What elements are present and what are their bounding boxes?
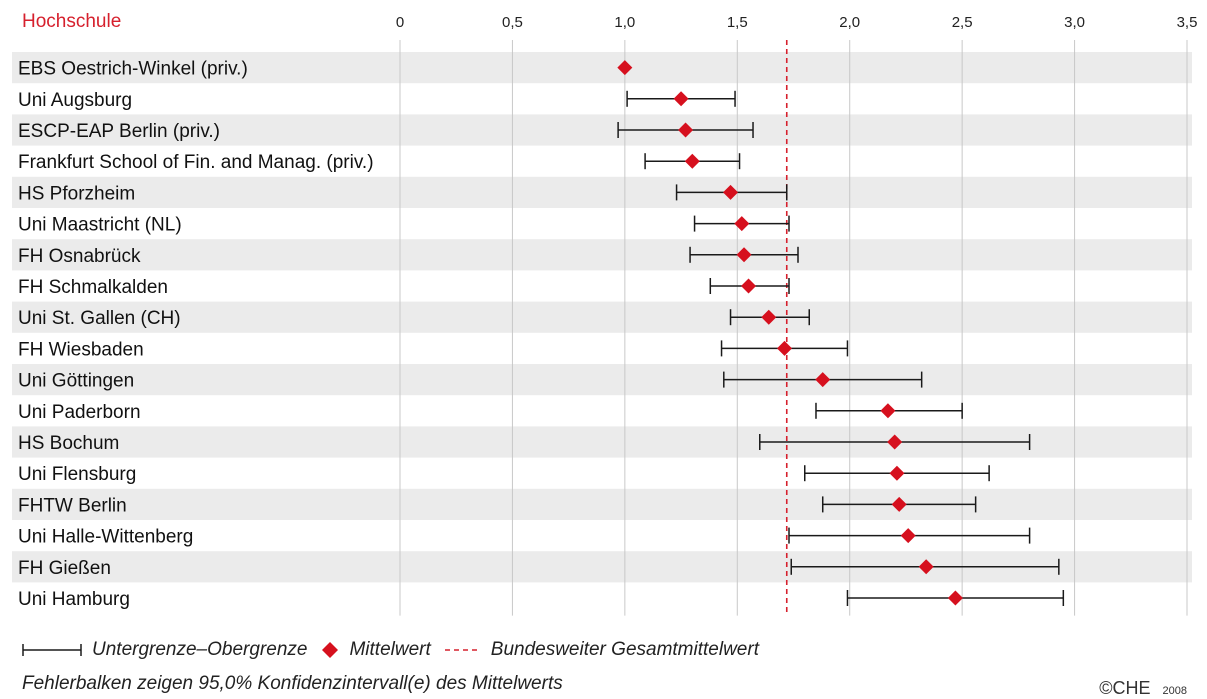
x-tick-label: 3,0 xyxy=(1064,14,1085,31)
mean-marker xyxy=(761,309,777,325)
copyright-year: 2008 xyxy=(1162,685,1187,697)
row-band xyxy=(12,52,1192,84)
column-header: Hochschule xyxy=(22,11,121,32)
row-band xyxy=(12,114,1192,146)
row-label: FH Osnabrück xyxy=(18,246,141,267)
mean-marker xyxy=(736,247,752,263)
x-axis-ticks: 0 0,5 1,0 1,5 2,0 2,5 3,0 3,5 xyxy=(396,14,1198,31)
row-label: Frankfurt School of Fin. and Manag. (pri… xyxy=(18,152,374,173)
mean-marker xyxy=(815,372,831,388)
legend-label-reference: Bundesweiter Gesamtmittelwert xyxy=(490,639,759,660)
row-label: FH Wiesbaden xyxy=(18,339,144,360)
x-tick-label: 0 xyxy=(396,14,404,31)
row-label: Uni Halle-Wittenberg xyxy=(18,527,193,548)
row-band xyxy=(12,176,1192,208)
row-label: ESCP-EAP Berlin (priv.) xyxy=(18,121,220,142)
mean-marker xyxy=(734,216,750,232)
mean-marker xyxy=(617,60,633,76)
mean-marker xyxy=(889,465,905,481)
mean-marker xyxy=(918,559,934,575)
row-band xyxy=(12,488,1192,520)
row-label: HS Bochum xyxy=(18,433,119,454)
row-label: FH Schmalkalden xyxy=(18,277,168,298)
mean-marker xyxy=(723,184,739,200)
mean-marker xyxy=(673,91,689,107)
x-tick-label: 1,5 xyxy=(727,14,748,31)
chart: 0 0,5 1,0 1,5 2,0 2,5 3,0 3,5 Hochschule EBS Oe… xyxy=(12,11,1198,616)
legend-item-mean: Mittelwert xyxy=(321,639,431,661)
row-band xyxy=(12,301,1192,333)
mean-marker xyxy=(947,590,963,606)
row-bands xyxy=(12,52,1192,583)
diamond-icon xyxy=(322,642,339,658)
row-label: Uni Paderborn xyxy=(18,402,141,423)
errorbar-icon xyxy=(22,644,82,656)
x-tick-label: 1,0 xyxy=(614,14,635,31)
row-label: FH Gießen xyxy=(18,558,111,579)
error-bars xyxy=(617,90,1065,606)
mean-marker xyxy=(900,528,916,544)
row-band xyxy=(12,364,1192,396)
footnote: Fehlerbalken zeigen 95,0% Konfidenzinter… xyxy=(22,673,563,694)
mean-marker xyxy=(880,403,896,419)
x-tick-label: 2,5 xyxy=(952,14,973,31)
legend: Untergrenze–Obergrenze Mittelwert Bundes… xyxy=(22,636,773,664)
row-band xyxy=(12,239,1192,271)
row-label: FHTW Berlin xyxy=(18,495,127,516)
row-label: Uni Göttingen xyxy=(18,371,134,392)
legend-item-range: Untergrenze–Obergrenze xyxy=(22,639,307,661)
legend-label-range: Untergrenze–Obergrenze xyxy=(92,639,308,660)
row-label: Uni St. Gallen (CH) xyxy=(18,308,181,329)
mean-marker xyxy=(887,434,903,450)
mean-marker xyxy=(684,153,700,169)
copyright: ©CHE 2008 xyxy=(1099,678,1187,699)
legend-label-mean: Mittelwert xyxy=(349,639,431,660)
gridlines xyxy=(399,40,1188,616)
row-label: Uni Flensburg xyxy=(18,464,136,485)
mean-marker xyxy=(741,278,757,294)
row-label: Uni Hamburg xyxy=(18,589,130,610)
row-label: HS Pforzheim xyxy=(18,183,135,204)
row-label: EBS Oestrich-Winkel (priv.) xyxy=(18,59,248,80)
mean-marker xyxy=(678,122,694,138)
copyright-brand: ©CHE xyxy=(1099,678,1151,698)
row-labels: EBS Oestrich-Winkel (priv.) Uni Augsburg E… xyxy=(18,59,374,610)
legend-item-reference: Bundesweiter Gesamtmittelwert xyxy=(444,639,759,661)
mean-marker xyxy=(777,340,793,356)
x-tick-label: 3,5 xyxy=(1177,14,1198,31)
row-label: Uni Augsburg xyxy=(18,90,132,111)
dashed-line-icon xyxy=(444,649,481,651)
row-label: Uni Maastricht (NL) xyxy=(18,215,182,236)
x-tick-label: 2,0 xyxy=(839,14,860,31)
mean-markers xyxy=(617,60,963,606)
x-tick-label: 0,5 xyxy=(502,14,523,31)
mean-marker xyxy=(891,496,907,512)
